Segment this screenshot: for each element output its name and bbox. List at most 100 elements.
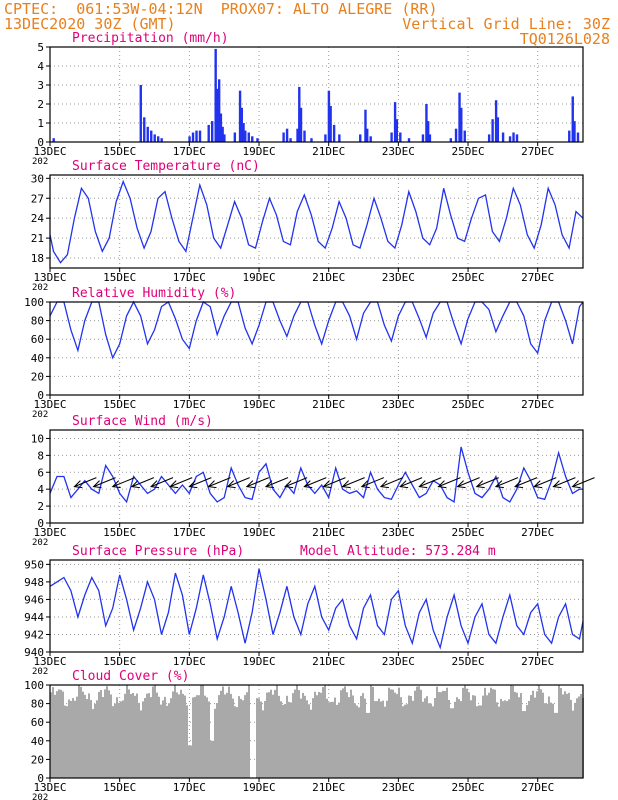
cloud-bar [198, 695, 200, 778]
precip-bar [426, 121, 430, 142]
cloud-bar [370, 685, 372, 778]
cloud-bar [534, 697, 536, 778]
cloud-bar [392, 689, 394, 778]
x-tick-label: 21DEC [312, 398, 345, 411]
precip-bar [247, 132, 250, 142]
cloud-bar [196, 695, 198, 778]
cloud-bar [368, 712, 370, 778]
precip-bar [298, 86, 301, 142]
cloud-bar [466, 688, 468, 778]
cloud-bar [234, 706, 236, 778]
y-tick-label: 0 [37, 136, 44, 149]
cloud-bar [378, 698, 380, 778]
y-tick-label: 948 [24, 576, 44, 589]
cloud-bar [518, 697, 520, 778]
x-year-stub: 202 [32, 410, 48, 420]
cloud-bar [300, 698, 302, 778]
cloud-bar [560, 688, 562, 778]
wind-arrow [342, 477, 365, 488]
cloud-bar [194, 696, 196, 778]
cloud-bar [102, 696, 104, 778]
precip-bar [146, 126, 149, 142]
wind-arrow-head [130, 480, 140, 489]
cloud-bar [572, 710, 574, 778]
cloud-bar [76, 696, 78, 778]
wind-arrow [361, 477, 384, 488]
cloud-bar [86, 699, 88, 778]
x-tick-label: 19DEC [242, 655, 275, 668]
cloud-bar [150, 697, 152, 778]
cloud-bar [138, 702, 140, 778]
cloud-bar [144, 697, 146, 778]
cloud-bar [212, 740, 214, 778]
wind-arrow-head [226, 480, 236, 489]
cloud-bar [312, 698, 314, 778]
wind-arrow [169, 477, 193, 488]
wind-series-line [49, 446, 583, 504]
cloud-bar [400, 697, 402, 778]
x-tick-label: 17DEC [173, 145, 206, 158]
x-tick-label: 27DEC [521, 655, 554, 668]
cloud-bar [512, 685, 514, 778]
cloud-bar [70, 700, 72, 778]
cloud-bar [264, 700, 266, 778]
cloud-bar [54, 694, 56, 778]
wind-arrow-head [475, 480, 485, 489]
cloud-bar [384, 706, 386, 778]
cloud-bar [448, 699, 450, 778]
wind-title: Surface Wind (m/s) [72, 414, 213, 429]
cloud-bar [172, 691, 174, 778]
precip-bar [285, 128, 289, 142]
wind-arrow-head [149, 480, 160, 489]
cloud-bar [108, 690, 110, 778]
cloud-bar [340, 690, 342, 778]
x-tick-label: 17DEC [173, 526, 206, 539]
precip-bar [496, 117, 500, 142]
cloud-bar [158, 696, 160, 778]
cloud-bar [122, 700, 124, 778]
cloud-bar [442, 690, 444, 778]
precip-bar [338, 134, 341, 142]
cloud-bar [92, 709, 94, 778]
cloud-bar [454, 701, 456, 778]
cloud-bar [472, 695, 474, 778]
cloud-bar [460, 701, 462, 778]
cloud-bar [162, 700, 164, 778]
wind-arrow-head [341, 480, 351, 489]
precip-bar [191, 132, 195, 142]
cloud-bar [496, 702, 498, 778]
cloud-bar [530, 695, 532, 778]
cloud-title: Cloud Cover (%) [72, 669, 189, 684]
cloud-bar [230, 693, 232, 778]
cloud-bar [348, 697, 350, 778]
cloud-bar [50, 692, 52, 778]
cloud-bar [578, 696, 580, 778]
cloud-bar [532, 690, 534, 778]
cloud-bar [520, 693, 522, 778]
cloud-bar [168, 703, 170, 778]
x-tick-label: 23DEC [382, 398, 415, 411]
cloud-bar [148, 693, 150, 778]
cloud-bar [284, 704, 286, 778]
cloud-bar [238, 696, 240, 778]
cloud-bar [352, 695, 354, 778]
cloud-bar [342, 688, 344, 778]
x-tick-label: 13DEC [33, 271, 66, 284]
panel-pres: 940 942 944 946 948 950 13DEC 15DEC 17DEC 19DEC 21… [24, 544, 584, 677]
header-line2: 13DEC2020 30Z (GMT) [4, 15, 176, 33]
cloud-bar [118, 702, 120, 778]
cloud-bar [474, 695, 476, 778]
precip-bar [395, 119, 399, 142]
y-tick-label: 24 [31, 212, 45, 225]
y-tick-label: 944 [24, 611, 44, 624]
cloud-bar [462, 687, 464, 778]
cloud-bar [576, 698, 578, 778]
cloud-bar [292, 693, 294, 778]
y-tick-label: 950 [24, 558, 44, 571]
cloud-bar [256, 698, 258, 778]
cloud-bar [216, 703, 218, 778]
temp-title: Surface Temperature (nC) [72, 159, 260, 174]
wind-arrow-head [494, 480, 504, 489]
y-tick-label: 60 [31, 333, 44, 346]
cloud-bar [276, 685, 278, 778]
